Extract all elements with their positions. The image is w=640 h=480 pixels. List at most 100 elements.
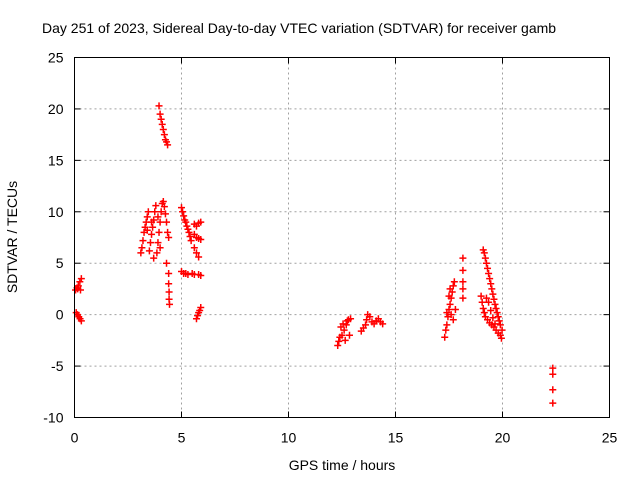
data-point [163,259,171,267]
data-point [342,321,350,329]
data-point [451,306,459,313]
data-point [156,110,164,118]
data-point [459,266,467,274]
x-tick-label: 5 [178,430,186,446]
data-point [185,228,193,236]
data-point [157,115,165,123]
data-point [485,298,493,306]
data-point [149,223,157,231]
data-point [442,326,450,334]
data-point [197,236,205,244]
y-tick-label: 25 [48,50,64,66]
data-point [446,300,454,308]
y-tick-label: 20 [48,101,64,117]
data-point [151,208,159,216]
data-point [459,278,467,286]
data-point [480,309,488,317]
data-point [152,202,160,210]
data-point [165,270,173,277]
data-point [192,249,200,257]
data-point [182,218,190,226]
data-point [347,315,355,323]
data-point [138,244,146,252]
data-point [341,336,349,344]
data-point [345,331,353,339]
data-point [76,286,84,294]
data-point [477,292,485,300]
data-point [164,228,172,236]
data-point [366,313,374,321]
data-point [441,333,449,341]
data-point [161,210,169,218]
y-tick-label: -10 [43,410,63,426]
data-point [148,218,156,226]
data-point [482,259,490,267]
data-point [143,213,151,221]
data-point [197,303,205,311]
data-point [192,315,200,323]
data-point [495,317,503,325]
data-point [187,237,195,245]
data-point [486,275,494,283]
data-point [459,254,467,262]
data-point [484,264,492,272]
data-point [489,290,497,298]
data-point [154,213,162,221]
data-point [157,208,165,216]
data-point [76,278,84,286]
data-point [179,208,187,216]
data-point [549,364,557,372]
data-point [166,300,174,308]
data-point [491,320,499,328]
data-point [362,321,370,329]
x-tick-label: 0 [71,430,79,446]
data-point [158,120,166,128]
y-axis-label: SDTVAR / TECUs [4,181,20,293]
data-point [165,234,173,241]
grid [74,57,610,418]
data-point [153,249,161,257]
data-point [77,317,85,325]
data-point [449,316,457,324]
data-point [160,131,168,139]
data-point [496,321,504,329]
data-point [184,271,192,279]
data-point [488,285,496,293]
data-point [159,126,167,133]
y-tick-label: -5 [51,358,64,374]
data-point [334,342,342,349]
y-tick-label: 0 [56,307,64,323]
data-point [159,198,167,205]
data-point [160,203,168,211]
data-point [165,280,173,288]
data-point [487,280,495,288]
data-point [496,331,504,339]
data-point [497,334,505,342]
y-tick-label: 10 [48,204,64,220]
data-point [445,292,453,300]
data-point [485,270,493,277]
data-point [197,218,205,226]
data-point [143,226,151,234]
data-point [446,285,454,293]
data-point [492,304,500,312]
data-point [459,285,467,293]
data-point [478,298,486,306]
data-point [163,138,171,146]
data-point [480,249,488,257]
data-point [379,320,387,328]
data-point [144,208,152,216]
data-point [77,275,85,283]
data-point [178,204,185,212]
data-point [490,295,498,303]
data-point [197,272,205,280]
data-point [156,218,164,226]
chart-title: Day 251 of 2023, Sidereal Day-to-day VTE… [42,20,556,36]
data-point [196,307,204,315]
data-point [443,309,451,317]
data-point [155,102,163,110]
data-point [150,254,158,262]
data-point [339,320,347,328]
data-point [549,399,557,407]
